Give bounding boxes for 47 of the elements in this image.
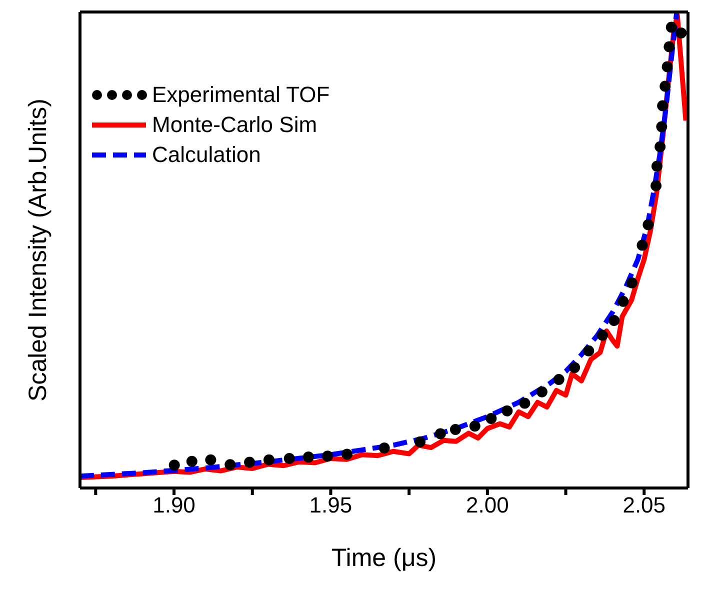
- point: [660, 80, 671, 92]
- x-tick-label: 1.95: [309, 492, 352, 518]
- point: [618, 296, 629, 307]
- point: [636, 240, 648, 251]
- point: [205, 454, 216, 466]
- point: [284, 452, 295, 464]
- x-axis-title: Time (μs): [331, 544, 437, 572]
- point: [654, 141, 666, 152]
- point: [553, 374, 564, 385]
- point: [168, 460, 180, 471]
- point: [657, 100, 668, 112]
- point: [596, 330, 608, 341]
- point: [662, 61, 673, 72]
- point: [502, 405, 513, 416]
- y-axis-title: Scaled Intensity (Arb.Units): [24, 98, 52, 402]
- point: [434, 428, 446, 440]
- x-tick-label: 1.90: [152, 492, 196, 518]
- point: [302, 452, 314, 463]
- point: [666, 22, 677, 33]
- point: [519, 398, 530, 409]
- point: [322, 450, 334, 462]
- point: [676, 27, 687, 38]
- point: [469, 420, 480, 432]
- point: [651, 160, 662, 172]
- x-tick-label: 2.05: [622, 492, 666, 518]
- point: [263, 454, 274, 466]
- point: [656, 121, 668, 132]
- point: [186, 456, 198, 467]
- legend-label: Monte-Carlo Sim: [152, 111, 318, 139]
- legend-label: Experimental TOF: [152, 81, 330, 109]
- point: [583, 345, 594, 356]
- point: [650, 180, 662, 192]
- point: [342, 448, 353, 460]
- point: [414, 436, 426, 448]
- legend-label: Calculation: [152, 141, 261, 169]
- point: [664, 41, 675, 52]
- point: [626, 277, 638, 288]
- point: [569, 362, 580, 374]
- point: [378, 442, 390, 454]
- point: [642, 219, 654, 230]
- point: [244, 456, 256, 468]
- point: [450, 424, 461, 435]
- x-tick-label: 2.00: [466, 492, 509, 518]
- point: [486, 413, 497, 424]
- point: [608, 314, 620, 326]
- point: [536, 386, 548, 398]
- point: [224, 459, 236, 470]
